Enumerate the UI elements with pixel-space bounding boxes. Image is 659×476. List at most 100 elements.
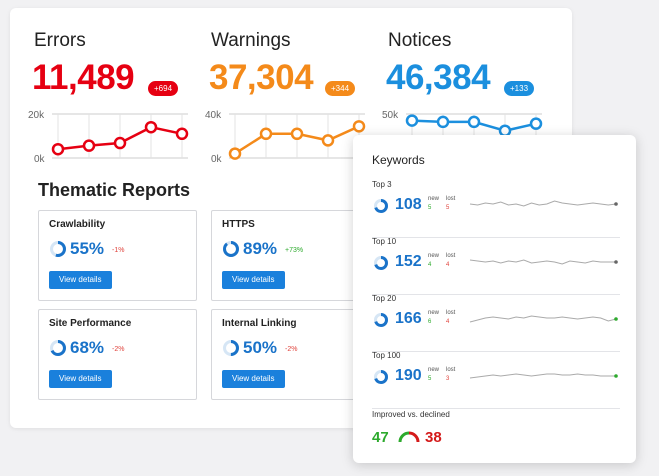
progress-ring-icon	[223, 340, 239, 356]
warnings-trend-chart: 40k 0k	[205, 110, 366, 165]
report-percent: 68%	[70, 338, 105, 357]
y-axis-tick-label: 50k	[382, 110, 399, 121]
keyword-lost: lost 5	[446, 195, 455, 213]
y-axis-tick-label: 0k	[211, 154, 223, 165]
trend-point	[352, 120, 366, 133]
trend-point	[175, 127, 189, 141]
new-count: 5	[428, 376, 432, 382]
lost-label: lost	[446, 253, 456, 259]
progress-ring-icon	[374, 199, 388, 213]
ring-progress	[50, 241, 66, 257]
sparkline-end-dot	[614, 260, 618, 264]
trend-point	[228, 147, 242, 160]
report-internal-linking: Internal Linking 50% -2% View details	[211, 309, 370, 400]
ring-progress	[223, 340, 239, 356]
report-site-performance: Site Performance 68% -2% View details	[38, 309, 197, 400]
notices-badge: +133	[504, 81, 535, 96]
new-label: new	[428, 253, 440, 259]
keyword-lost: lost 4	[446, 252, 455, 270]
trend-point	[51, 142, 65, 156]
trend-point	[144, 120, 158, 134]
keyword-count: 166	[395, 310, 422, 327]
errors-trend-chart: 20k 0k	[28, 110, 189, 165]
report-percent: 55%	[70, 239, 105, 258]
trend-point	[113, 136, 127, 150]
y-axis-tick-label: 40k	[205, 110, 222, 121]
errors-value: 11,489	[32, 58, 135, 97]
trend-point	[82, 139, 96, 152]
progress-ring-icon	[223, 241, 239, 257]
keyword-row-label: Top 20	[372, 294, 397, 303]
trend-point	[405, 114, 419, 127]
keyword-row-label: Top 3	[372, 180, 392, 189]
keyword-new: new 5	[428, 366, 439, 384]
view-details-button[interactable]: View details	[49, 370, 112, 388]
keyword-new: new 4	[428, 252, 439, 270]
lost-label: lost	[446, 310, 456, 316]
lost-count: 5	[446, 205, 450, 211]
keyword-row-top10[interactable]: Top 10 152 new 4 lost 4	[372, 237, 620, 295]
new-count: 5	[428, 205, 432, 211]
warnings-label: Warnings	[211, 30, 291, 51]
report-crawlability: Crawlability 55% -1% View details	[38, 210, 197, 301]
report-title: Crawlability	[49, 219, 106, 230]
keyword-row-label: Top 100	[372, 351, 401, 360]
y-axis-tick-label: 0k	[34, 154, 46, 165]
sparkline-end-dot	[614, 317, 618, 321]
new-count: 4	[428, 262, 432, 268]
trend-point	[467, 115, 481, 129]
report-delta: +73%	[285, 247, 304, 254]
lost-count: 4	[446, 319, 450, 325]
report-percent: 89%	[243, 239, 278, 258]
warnings-badge: +344	[325, 81, 356, 96]
view-details-button[interactable]: View details	[222, 370, 285, 388]
progress-ring-icon	[374, 370, 388, 384]
trend-point	[436, 115, 450, 129]
report-title: HTTPS	[222, 219, 255, 230]
lost-label: lost	[446, 196, 456, 202]
report-title: Internal Linking	[222, 318, 297, 329]
sparkline-path	[469, 315, 617, 323]
keyword-row-top100[interactable]: Top 100 190 new 5 lost 3	[372, 351, 620, 409]
keywords-card: Keywords Top 3 108 new 5 lost 5 Top 10 152…	[353, 135, 636, 463]
keyword-sparkline	[469, 315, 618, 323]
notices-value: 46,384	[386, 58, 491, 97]
keyword-row-label: Top 10	[372, 237, 397, 246]
warnings-value: 37,304	[209, 58, 314, 97]
keyword-count: 108	[395, 196, 422, 213]
view-details-button[interactable]: View details	[49, 271, 112, 289]
sparkline-path	[469, 200, 617, 207]
notices-label: Notices	[388, 30, 452, 51]
errors-label: Errors	[34, 30, 86, 51]
trend-point	[290, 127, 304, 141]
progress-ring-icon	[50, 340, 66, 356]
report-delta: -2%	[112, 346, 125, 353]
keyword-row-top20[interactable]: Top 20 166 new 6 lost 4	[372, 294, 620, 352]
keywords-title: Keywords	[372, 153, 425, 167]
ring-progress	[223, 241, 239, 257]
keyword-new: new 6	[428, 309, 439, 327]
ring-progress	[50, 340, 66, 356]
keyword-sparkline	[469, 373, 618, 379]
new-label: new	[428, 310, 440, 316]
ring-progress	[374, 256, 388, 270]
new-label: new	[428, 196, 440, 202]
keyword-count: 190	[395, 367, 422, 384]
report-percent: 50%	[243, 338, 278, 357]
keyword-sparkline	[469, 259, 618, 265]
progress-ring-icon	[374, 313, 388, 327]
sparkline-end-dot	[614, 374, 618, 378]
improved-count: 47	[372, 429, 389, 446]
view-details-button[interactable]: View details	[222, 271, 285, 289]
report-https: HTTPS 89% +73% View details	[211, 210, 370, 301]
new-label: new	[428, 367, 440, 373]
gauge-icon	[398, 431, 420, 443]
keyword-count: 152	[395, 253, 422, 270]
keyword-lost: lost 4	[446, 309, 455, 327]
keyword-new: new 5	[428, 195, 439, 213]
keyword-row-top3[interactable]: Top 3 108 new 5 lost 5	[372, 180, 620, 238]
report-title: Site Performance	[49, 318, 132, 329]
ring-progress	[374, 313, 388, 327]
errors-badge: +694	[148, 81, 179, 96]
